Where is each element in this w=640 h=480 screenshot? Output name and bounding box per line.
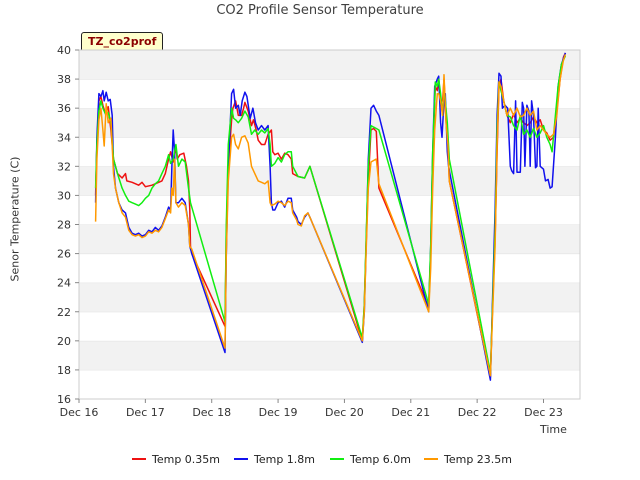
y-tick-label: 28 bbox=[57, 219, 71, 232]
legend-swatch bbox=[330, 458, 344, 460]
legend-item: Temp 0.35m bbox=[132, 453, 220, 466]
x-tick-label: Dec 18 bbox=[192, 406, 231, 419]
y-tick-label: 24 bbox=[57, 277, 71, 290]
y-tick-label: 34 bbox=[57, 131, 71, 144]
y-tick-label: 18 bbox=[57, 364, 71, 377]
legend-item: Temp 6.0m bbox=[330, 453, 411, 466]
series-line-4 bbox=[94, 54, 567, 377]
x-tick-label: Dec 19 bbox=[259, 406, 298, 419]
legend-label: Temp 0.35m bbox=[152, 453, 221, 466]
legend-swatch bbox=[234, 458, 248, 460]
y-tick-label: 20 bbox=[57, 335, 71, 348]
grid-band bbox=[79, 79, 580, 109]
grid-band bbox=[79, 311, 580, 341]
legend-label: Temp 23.5m bbox=[444, 453, 513, 466]
grid-band bbox=[79, 253, 580, 283]
grid-band bbox=[79, 108, 580, 138]
legend-label: Temp 1.8m bbox=[254, 453, 316, 466]
legend-item: Temp 1.8m bbox=[234, 453, 315, 466]
y-tick-label: 22 bbox=[57, 306, 71, 319]
x-tick-label: Dec 20 bbox=[325, 406, 364, 419]
grid-band bbox=[79, 137, 580, 167]
legend-swatch bbox=[132, 458, 146, 460]
x-tick-label: Dec 16 bbox=[60, 406, 99, 419]
y-tick-label: 36 bbox=[57, 102, 71, 115]
x-tick-label: Dec 17 bbox=[126, 406, 165, 419]
legend-item: Temp 23.5m bbox=[424, 453, 512, 466]
y-tick-label: 30 bbox=[57, 189, 71, 202]
y-tick-label: 16 bbox=[57, 393, 71, 406]
y-tick-label: 26 bbox=[57, 248, 71, 261]
legend-swatch bbox=[424, 458, 438, 460]
series-line-2 bbox=[94, 52, 567, 381]
grid-band bbox=[79, 166, 580, 196]
legend-label: Temp 6.0m bbox=[350, 453, 412, 466]
grid-band bbox=[79, 340, 580, 370]
grid-band bbox=[79, 369, 580, 399]
x-tick-label: Dec 21 bbox=[391, 406, 430, 419]
y-tick-label: 32 bbox=[57, 160, 71, 173]
grid-band bbox=[79, 195, 580, 225]
x-tick-label: Dec 23 bbox=[524, 406, 563, 419]
grid-band bbox=[79, 282, 580, 312]
chart-legend: Temp 0.35m Temp 1.8m Temp 6.0m Temp 23.5m bbox=[0, 453, 640, 471]
grid-band bbox=[79, 50, 580, 80]
series-line-3 bbox=[94, 55, 567, 374]
y-tick-label: 38 bbox=[57, 73, 71, 86]
chart-title: CO2 Profile Sensor Temperature bbox=[216, 3, 424, 18]
x-axis-title: Time bbox=[540, 423, 567, 436]
x-tick-label: Dec 22 bbox=[458, 406, 497, 419]
y-tick-label: 40 bbox=[57, 44, 71, 57]
